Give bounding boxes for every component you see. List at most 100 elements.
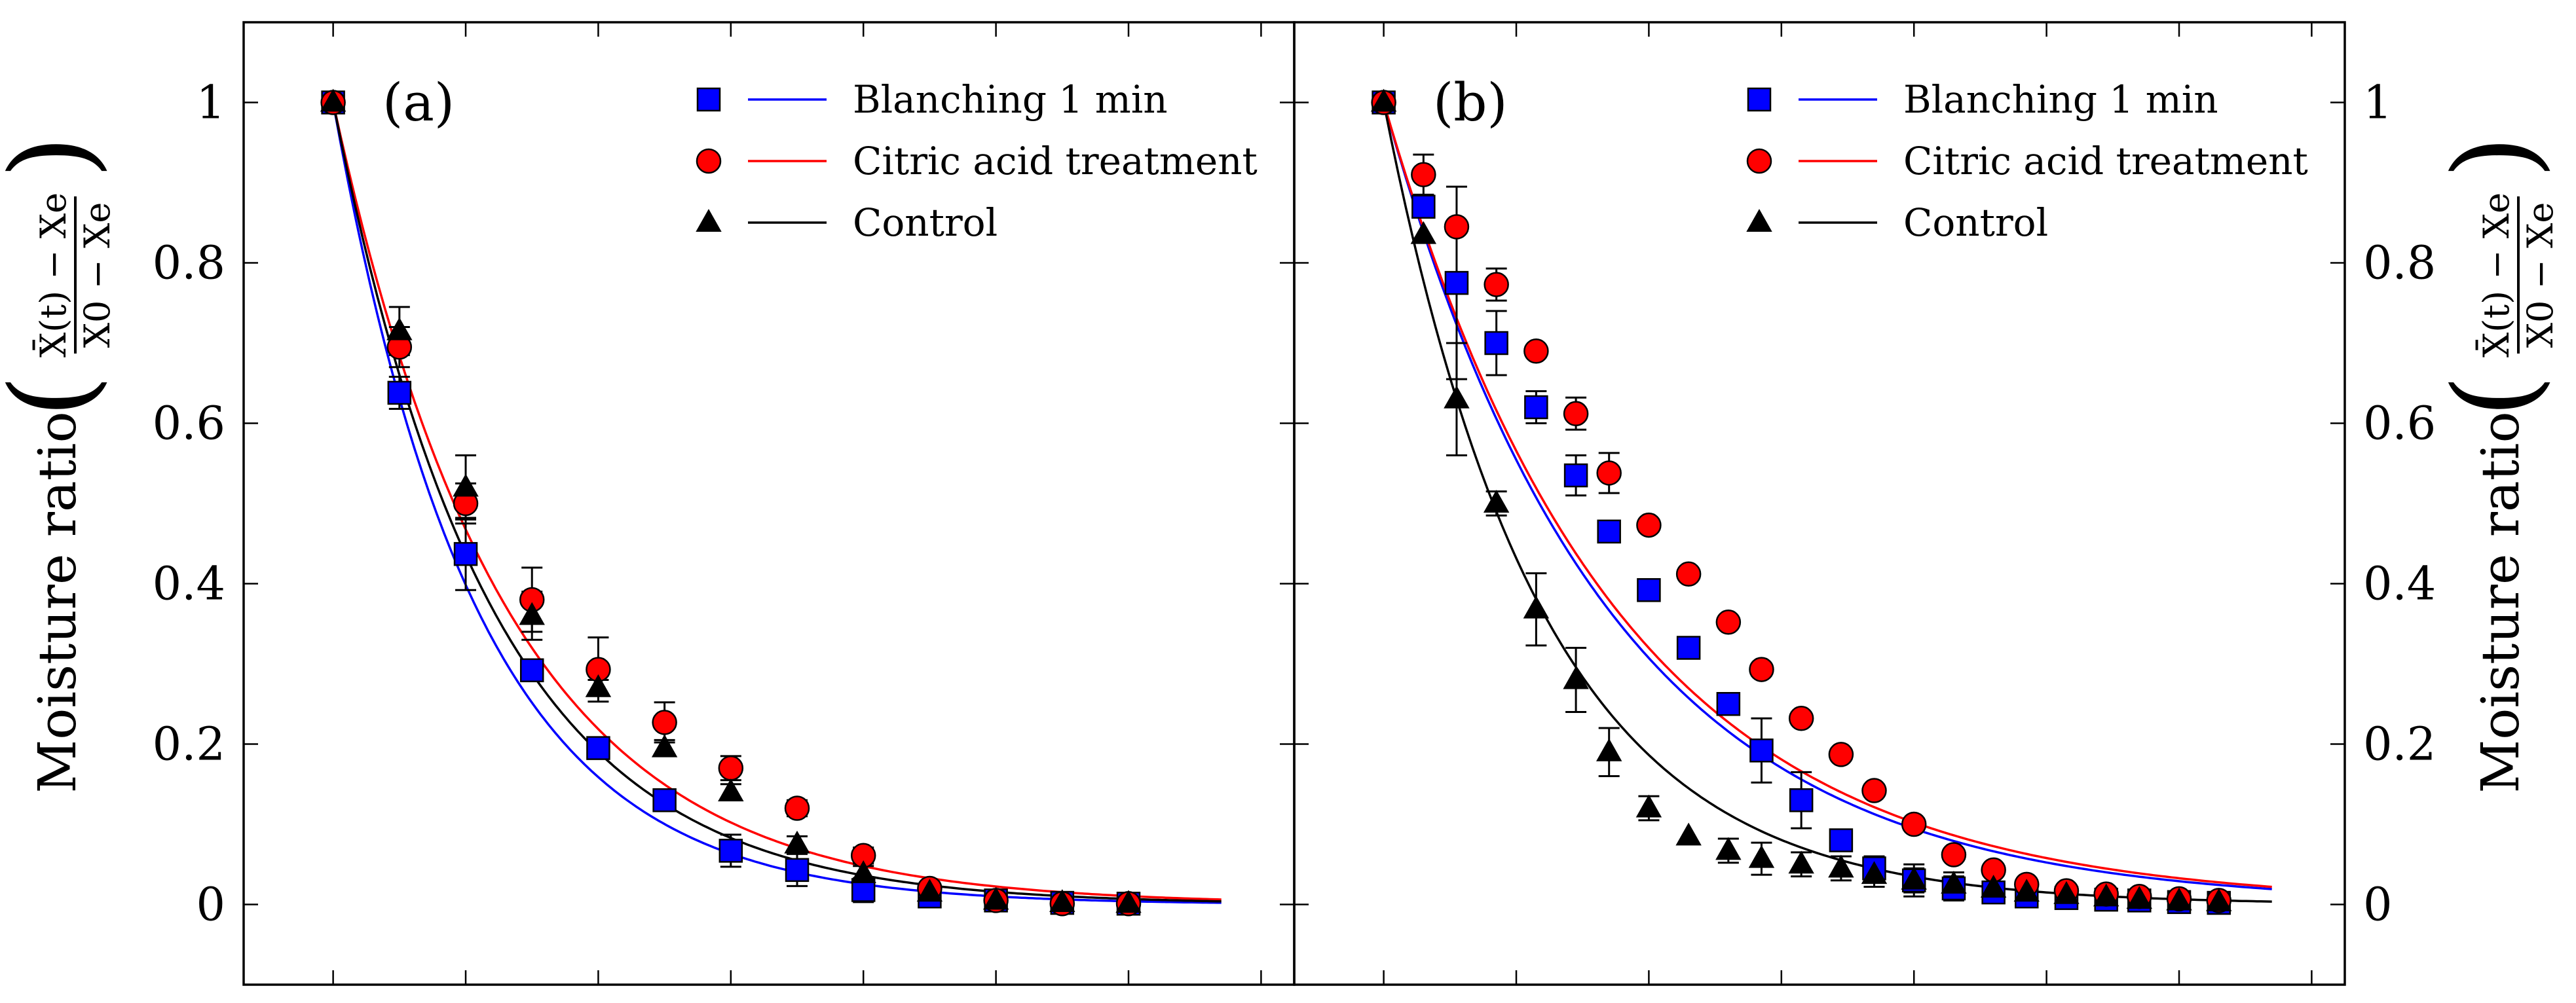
data-point-b-1-13 — [1861, 778, 1887, 803]
fit-curve-b-0 — [1382, 102, 2272, 890]
data-point-b-2-8 — [1675, 822, 1702, 846]
y-tick-label-b-3: 0.6 — [2363, 397, 2436, 450]
panel-label-b: (b) — [1433, 72, 1508, 133]
data-point-a-1-7 — [784, 795, 810, 821]
data-point-a-2-2 — [453, 473, 479, 497]
panel-b-frame — [1293, 21, 2346, 986]
data-point-b-1-8 — [1675, 561, 1702, 587]
data-point-b-0-4 — [1524, 395, 1548, 420]
panel-a: 0 0.2 0.4 0.6 0.8 1 (a) Blanching 1 min Citric a… — [153, 21, 1296, 986]
data-point-a-0-6 — [719, 839, 743, 863]
data-point-b-1-9 — [1715, 610, 1742, 635]
y-axis-label-left: Moisture ratio ( X̄(t) − Xe X0 − Xe ) — [0, 136, 118, 793]
data-point-b-0-9 — [1716, 692, 1741, 716]
data-point-b-0-7 — [1637, 578, 1661, 602]
data-point-a-2-12 — [1115, 890, 1142, 913]
data-point-b-1-5 — [1563, 401, 1589, 427]
data-point-a-2-3 — [519, 602, 545, 625]
panel-label-a: (a) — [383, 72, 455, 133]
data-point-b-0-12 — [1829, 828, 1854, 852]
y-axis-label-right-paren-open: ( — [2430, 374, 2560, 418]
data-point-b-0-2 — [1444, 270, 1469, 295]
data-point-b-1-6 — [1596, 460, 1622, 486]
data-point-b-1-3 — [1484, 272, 1509, 297]
data-point-a-0-4 — [586, 736, 610, 760]
data-point-b-2-11 — [1788, 850, 1814, 874]
y-tick-label-a-0: 0 — [196, 878, 225, 932]
data-point-a-2-8 — [850, 860, 876, 883]
data-point-b-2-12 — [1828, 854, 1854, 878]
y-tick-label-a-3: 0.6 — [153, 397, 225, 450]
data-point-b-1-10 — [1749, 657, 1774, 682]
y-tick-label-a-5: 1 — [196, 76, 225, 130]
data-point-a-0-1 — [387, 380, 412, 405]
data-point-a-2-9 — [916, 879, 943, 902]
data-point-b-2-17 — [2013, 879, 2040, 902]
data-point-b-2-13 — [1861, 861, 1888, 884]
data-point-b-2-2 — [1444, 385, 1470, 409]
data-point-b-2-22 — [2206, 888, 2232, 911]
data-point-b-1-2 — [1444, 214, 1470, 240]
panel-b: 0 0.2 0.4 0.6 0.8 1 (b) Blanching 1 min Citric a… — [1293, 21, 2436, 986]
legend-label-b-0: Blanching 1 min — [1903, 77, 2218, 122]
data-point-a-2-10 — [982, 886, 1009, 910]
data-point-b-1-1 — [1411, 162, 1436, 187]
y-tick-label-b-1: 0.2 — [2363, 718, 2436, 771]
data-point-b-1-11 — [1788, 706, 1814, 731]
data-point-a-0-7 — [785, 858, 810, 883]
y-tick-label-b-2: 0.4 — [2363, 557, 2436, 611]
data-point-b-2-9 — [1715, 837, 1742, 860]
y-tick-label-a-1: 0.2 — [153, 718, 225, 771]
data-point-a-1-6 — [718, 756, 744, 781]
data-point-b-2-18 — [2053, 881, 2080, 904]
data-point-b-2-15 — [1941, 870, 1967, 894]
y-tick-label-b-5: 1 — [2363, 76, 2393, 130]
data-point-b-0-5 — [1563, 463, 1588, 488]
legend-label-a-2: Control — [853, 200, 998, 245]
y-axis-label-left-paren-open: ( — [0, 374, 117, 418]
data-point-a-0-5 — [652, 788, 677, 812]
data-point-b-2-19 — [2093, 883, 2119, 907]
data-point-b-2-5 — [1563, 666, 1589, 689]
legend-marker-b-0 — [1747, 87, 1772, 112]
data-point-a-2-6 — [718, 778, 744, 801]
data-point-b-0-6 — [1597, 519, 1621, 544]
legend-marker-a-2 — [696, 209, 722, 232]
legend-marker-b-1 — [1746, 148, 1772, 174]
legend-marker-b-2 — [1746, 209, 1772, 232]
y-axis-label-right-denominator: X0 − Xe — [2520, 202, 2561, 348]
y-axis-label-left-prefix: Moisture ratio — [27, 411, 88, 793]
data-point-b-0-3 — [1484, 331, 1508, 356]
data-point-a-2-5 — [651, 734, 678, 757]
data-point-b-2-7 — [1635, 794, 1662, 818]
data-point-b-2-14 — [1901, 866, 1927, 890]
legend-marker-a-0 — [696, 87, 721, 112]
y-axis-label-left-numerator: X̄(t) − Xe — [32, 192, 74, 357]
data-point-a-1-5 — [652, 710, 677, 735]
fit-curve-b-2 — [1382, 102, 2272, 903]
legend-label-b-2: Control — [1903, 200, 2048, 245]
data-point-b-2-20 — [2126, 886, 2152, 909]
legend-label-b-1: Citric acid treatment — [1903, 139, 2308, 183]
data-point-b-1-12 — [1828, 742, 1854, 767]
y-axis-label-left-paren-close: ) — [0, 136, 117, 179]
fit-curve-b-1 — [1382, 102, 2272, 888]
data-point-b-2-4 — [1523, 595, 1550, 619]
data-point-a-2-4 — [585, 674, 612, 697]
y-tick-label-a-2: 0.4 — [153, 557, 225, 611]
data-point-a-2-0 — [320, 88, 346, 112]
data-point-a-0-2 — [453, 541, 478, 566]
legend-label-a-1: Citric acid treatment — [853, 139, 1258, 183]
data-point-b-2-1 — [1410, 221, 1437, 244]
legend-label-a-0: Blanching 1 min — [853, 77, 1168, 122]
y-tick-label-a-4: 0.8 — [153, 236, 225, 290]
y-axis-label-right-prefix: Moisture ratio — [2470, 411, 2531, 793]
data-point-b-0-11 — [1789, 788, 1814, 812]
data-point-b-2-10 — [1748, 845, 1775, 868]
data-point-a-2-1 — [386, 317, 413, 340]
data-point-b-2-16 — [1980, 875, 2007, 898]
data-point-b-2-21 — [2166, 887, 2192, 911]
y-tick-label-b-4: 0.8 — [2363, 236, 2436, 290]
data-point-a-2-11 — [1049, 889, 1075, 913]
